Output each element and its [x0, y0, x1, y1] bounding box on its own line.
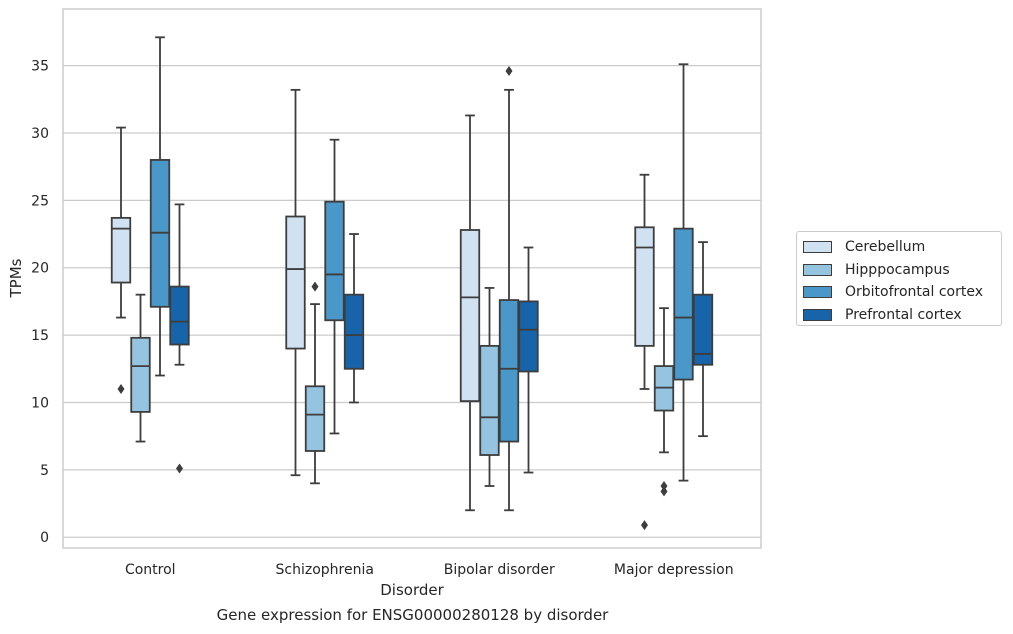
- outlier-point: [660, 486, 668, 497]
- box-group: [479, 287, 500, 487]
- box-group: [285, 88, 306, 477]
- box-iqr: [459, 229, 481, 403]
- legend-item: Prefrontal cortex: [797, 304, 1001, 327]
- box-iqr: [169, 285, 190, 346]
- outlier-point: [505, 65, 513, 76]
- box-group: [459, 114, 481, 512]
- y-tick-label: 5: [40, 463, 49, 479]
- legend-label: Cerebellum: [845, 239, 926, 256]
- legend-swatch: [803, 241, 832, 254]
- box-group: [634, 173, 655, 531]
- box-group: [149, 36, 171, 377]
- x-tick-label: Bipolar disorder: [444, 562, 555, 578]
- outlier-point: [176, 463, 183, 474]
- y-axis-label: TPMs: [7, 258, 25, 298]
- box-group: [673, 63, 694, 482]
- box-iqr: [692, 293, 714, 366]
- box-iqr: [304, 385, 326, 452]
- y-tick-label: 35: [31, 59, 49, 75]
- box-group: [343, 233, 365, 404]
- legend-label: Orbitofrontal cortex: [845, 284, 983, 301]
- legend-label: Prefrontal cortex: [845, 306, 962, 323]
- x-tick-label: Major depression: [614, 562, 734, 578]
- box-group: [653, 307, 675, 497]
- outlier-point: [641, 520, 648, 531]
- box-group: [692, 241, 714, 438]
- box-iqr: [130, 336, 151, 413]
- y-tick-label: 15: [31, 328, 49, 344]
- outlier-point: [311, 281, 319, 292]
- legend-swatch: [803, 286, 832, 299]
- y-axis-ticks: 0 5 10 15 20 25 30 35: [31, 59, 49, 547]
- box-group: [130, 293, 151, 443]
- box-iqr: [634, 226, 655, 347]
- y-tick-label: 10: [31, 395, 49, 411]
- y-tick-label: 20: [31, 261, 49, 277]
- y-tick-label: 0: [40, 530, 49, 546]
- x-tick-label: Schizophrenia: [276, 562, 374, 578]
- legend-swatch: [803, 263, 832, 276]
- x-axis-ticks: Control Schizophrenia Bipolar disorder Majo…: [125, 562, 734, 578]
- legend-swatch: [803, 308, 832, 321]
- y-tick-label: 25: [31, 193, 49, 209]
- box-iqr: [110, 216, 132, 284]
- x-axis-label: Disorder: [380, 581, 444, 599]
- box-group: [498, 65, 520, 512]
- x-tick-label: Control: [125, 562, 176, 578]
- box-iqr: [673, 227, 694, 381]
- legend-item: Orbitofrontal cortex: [797, 281, 1001, 304]
- outlier-point: [117, 383, 125, 394]
- box-iqr: [518, 300, 539, 373]
- chart-caption: Gene expression for ENSG00000280128 by d…: [216, 606, 609, 624]
- box-group: [518, 246, 539, 474]
- legend-label: Hipppocampus: [845, 261, 950, 278]
- legend: Cerebellum Hipppocampus Orbitofrontal co…: [796, 231, 1002, 326]
- box-iqr: [479, 344, 500, 456]
- box-iqr: [285, 215, 306, 350]
- box-group: [110, 126, 132, 394]
- legend-item: Hipppocampus: [797, 259, 1001, 282]
- box-group: [169, 203, 190, 474]
- boxes: [110, 36, 714, 531]
- box-iqr: [498, 299, 520, 443]
- box-group: [324, 138, 345, 435]
- box-iqr: [324, 200, 345, 322]
- legend-item: Cerebellum: [797, 236, 1001, 259]
- outlier-point: [660, 481, 668, 492]
- y-tick-label: 30: [31, 126, 49, 142]
- box-iqr: [343, 293, 365, 370]
- box-group: [304, 281, 326, 485]
